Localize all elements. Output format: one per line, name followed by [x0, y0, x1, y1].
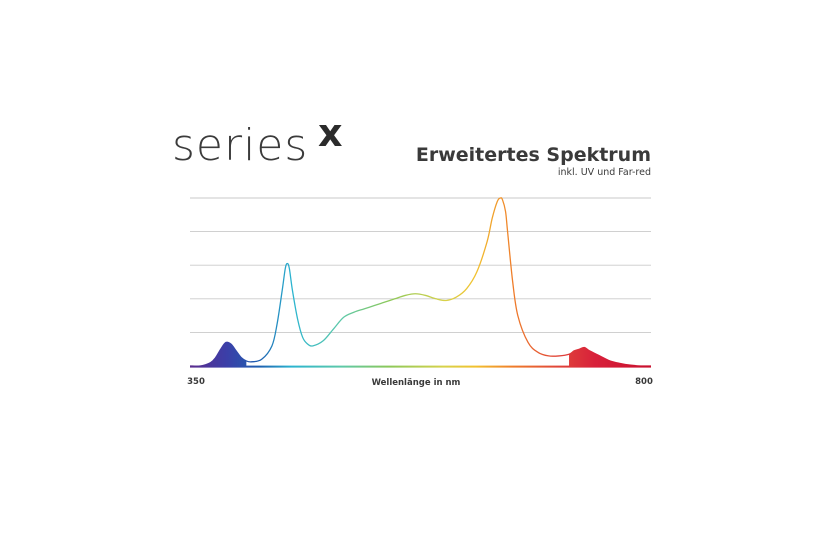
- uv-blue-peak-fill: [200, 342, 247, 366]
- x-tick-label-max: 800: [635, 377, 653, 387]
- far-red-peak-fill: [569, 347, 641, 366]
- filled-peaks: [200, 342, 641, 366]
- brand-wordmark: series: [172, 120, 308, 171]
- brand-logo: series x: [172, 111, 343, 171]
- x-axis-baseline: [190, 365, 651, 368]
- gridlines: [190, 197, 651, 333]
- spectrum-line: [189, 197, 652, 367]
- chart-subtitle: inkl. UV und Far-red: [558, 167, 651, 178]
- chart-title: Erweitertes Spektrum: [416, 144, 651, 166]
- x-axis-label: Wellenlänge in nm: [372, 378, 461, 388]
- x-tick-label-min: 350: [187, 377, 205, 387]
- brand-x-mark: x: [318, 111, 343, 155]
